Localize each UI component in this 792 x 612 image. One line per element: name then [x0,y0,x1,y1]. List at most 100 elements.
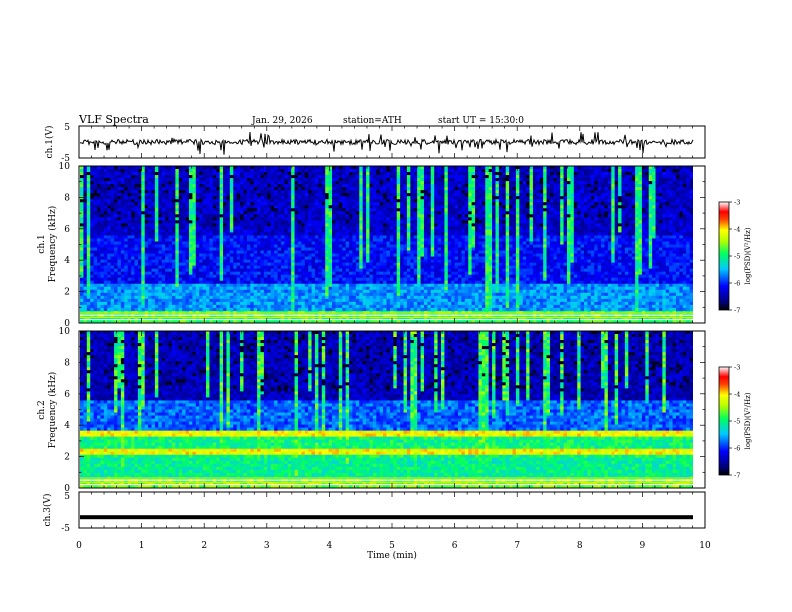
spectrogram-cell [679,229,684,233]
spectrogram-cell [223,238,227,242]
spectrogram-cell [100,211,105,215]
spectrogram-cell [250,169,254,173]
spectrogram-cell [427,184,432,188]
spectrogram-cell [522,208,527,212]
spectrogram-cell [618,241,622,245]
spectrogram-cell [686,205,690,209]
spectrogram-cell [362,229,367,233]
spectrogram-cell [427,208,432,212]
spectrogram-cell [485,202,489,206]
spectrogram-cell [515,232,520,236]
spectrogram-cell [662,214,667,218]
spectrogram-cell [563,184,568,188]
spectrogram-cell [481,232,486,236]
spectrogram-cell [645,199,650,203]
spectrogram-cell [349,178,353,182]
spectrogram-cell [93,208,98,212]
spectrogram-cell [628,181,632,185]
spectrogram-cell [560,217,564,221]
spectrogram-cell [202,214,207,218]
spectrogram-cell [335,181,340,185]
spectrogram-cell [314,223,319,227]
spectrogram-cell [114,214,118,218]
spectrogram-cell [103,181,108,185]
spectrogram-cell [161,202,166,206]
spectrogram-cell [515,178,520,182]
spectrogram-cell [648,238,653,242]
spectrogram-cell [481,217,486,221]
spectrogram-cell [536,181,541,185]
spectrogram-cell [686,232,690,236]
spectrogram-cell [80,244,84,248]
spectrogram-cell [342,244,346,248]
spectrogram-cell [597,244,602,248]
spectrogram-cell [243,217,248,221]
spectrogram-cell [512,178,517,182]
spectrogram-cell [342,223,346,227]
spectrogram-cell [270,166,275,170]
spectrogram-cell [335,214,340,218]
spectrogram-cell [267,214,272,218]
spectrogram-cell [161,223,166,227]
spectrogram-cell [410,214,415,218]
spectrogram-cell [624,196,629,200]
spectrogram-cell [321,169,326,173]
spectrogram-cell [590,229,595,233]
spectrogram-cell [628,244,632,248]
spectrogram-cell [549,187,554,191]
spectrogram-cell [209,166,214,170]
spectrogram-cell [127,196,132,200]
spectrogram-cell [679,232,684,236]
spectrogram-cell [352,223,357,227]
spectrogram-cell [590,169,595,173]
spectrogram-cell [686,175,690,179]
spectrogram-cell [223,172,227,176]
spectrogram-cell [614,244,619,248]
spectrogram-cell [209,211,214,215]
spectrogram-cell [328,229,333,233]
spectrogram-cell [226,190,231,194]
spectrogram-cell [451,229,455,233]
spectrogram-cell [110,187,115,191]
spectrogram-cell [621,217,626,221]
spectrogram-cell [90,229,94,233]
spectrogram-cell [386,196,391,200]
spectrogram-cell [141,202,146,206]
spectrogram-cell [549,226,554,230]
spectrogram-cell [389,199,394,203]
spectrogram-cell [158,217,163,221]
spectrogram-cell [124,223,128,227]
spectrogram-cell [83,193,88,197]
spectrogram-cell [233,184,237,188]
spectrogram-cell [485,166,489,170]
spectrogram-cell [253,172,258,176]
spectrogram-cell [90,232,94,236]
spectrogram-cell [185,223,190,227]
spectrogram-cell [379,214,384,218]
spectrogram-cell [478,199,483,203]
spectrogram-cell [206,178,210,182]
spectrogram-cell [652,235,656,239]
spectrogram-cell [495,175,500,179]
spectrogram-cell [440,187,445,191]
spectrogram-cell [502,181,506,185]
spectrogram-cell [509,235,513,239]
spectrogram-cell [604,202,609,206]
spectrogram-cell [137,205,142,209]
spectrogram-cell [151,211,156,215]
spectrogram-cell [573,172,578,176]
spectrogram-cell [154,217,159,221]
spectrogram-cell [188,244,193,248]
spectrogram-cell [417,217,421,221]
spectrogram-cell [369,226,374,230]
spectrogram-cell [294,232,299,236]
spectrogram-cell [352,190,357,194]
spectrogram-cell [662,232,667,236]
spectrogram-cell [427,241,432,245]
spectrogram-cell [287,232,292,236]
spectrogram-cell [202,208,207,212]
spectrogram-cell [570,208,575,212]
spectrogram-cell [284,172,289,176]
spectrogram-cell [117,241,122,245]
spectrogram-cell [263,217,268,221]
